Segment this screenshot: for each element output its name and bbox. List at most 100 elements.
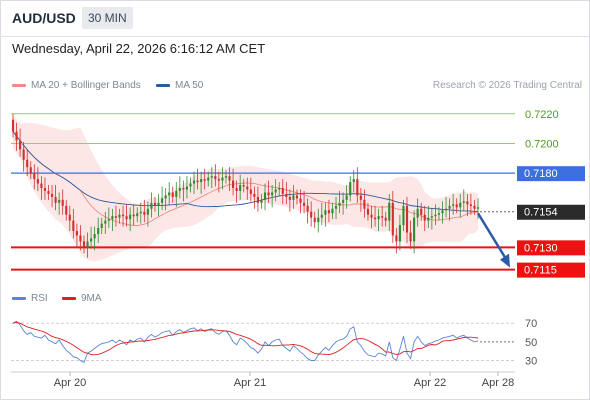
candle [75, 223, 78, 248]
candle-body [26, 159, 29, 168]
rsi-line [12, 320, 479, 364]
candle-body [210, 176, 213, 178]
candle [473, 199, 476, 215]
candle [437, 207, 441, 221]
candle [139, 202, 142, 224]
candle [310, 201, 313, 227]
candle [86, 232, 89, 258]
candle [381, 205, 384, 227]
candle-body [86, 241, 89, 248]
level-tag [517, 240, 585, 256]
candle [19, 128, 22, 157]
level-pivot: 0.7180 [11, 166, 585, 182]
candle [171, 186, 174, 203]
candle [388, 193, 391, 232]
candle [50, 185, 54, 208]
candle [249, 177, 252, 202]
candle-body [228, 176, 231, 181]
level-label: 0.7200 [525, 138, 559, 150]
candle [189, 177, 192, 193]
candle-body [200, 179, 203, 183]
candle [338, 190, 341, 214]
candle [58, 192, 61, 215]
candle-body [29, 167, 32, 174]
candle [420, 202, 423, 221]
candle-body [178, 188, 181, 191]
candle [214, 164, 217, 187]
ma50-swatch [156, 83, 170, 87]
candle-body [50, 193, 54, 197]
candle [232, 168, 235, 196]
candle-body [345, 195, 348, 200]
candle [313, 211, 316, 229]
candle-body [61, 199, 64, 206]
candle [196, 168, 199, 190]
candle [26, 149, 29, 177]
candle [263, 183, 267, 211]
candle [65, 199, 68, 221]
candle-body [476, 207, 480, 209]
candle-body [338, 202, 341, 206]
candle [256, 186, 259, 212]
candle [125, 204, 128, 227]
candle-body [462, 201, 465, 203]
candle-body [43, 188, 47, 191]
candle [267, 180, 270, 203]
candle-body [381, 216, 384, 218]
candle-body [157, 202, 160, 206]
legend-rsi-label: RSI [31, 293, 48, 304]
candle [178, 176, 181, 199]
candle-body [448, 205, 451, 209]
candle-body [90, 238, 93, 242]
x-tick-label: Apr 28 [482, 377, 514, 389]
candle-body [107, 219, 110, 221]
timeframe-badge[interactable]: 30 MIN [82, 7, 133, 29]
candle [224, 170, 228, 184]
candle-body [203, 179, 206, 181]
candle-body [263, 192, 267, 200]
candle-body [384, 217, 387, 221]
candle [359, 188, 362, 212]
candle-body [295, 195, 299, 199]
legend-9ma: 9MA [62, 293, 102, 304]
candle-body [395, 235, 398, 242]
candle-body [97, 228, 100, 234]
candle-body [469, 204, 472, 206]
candle-body [430, 216, 433, 218]
candle [413, 210, 416, 254]
candle-body [377, 216, 380, 220]
candle [405, 196, 409, 243]
candle-body [281, 188, 284, 194]
candle [373, 205, 377, 227]
candle [370, 205, 373, 229]
candle [182, 180, 185, 202]
candle-body [19, 140, 22, 150]
candle-body [334, 205, 338, 209]
candle [33, 164, 36, 190]
candle [409, 220, 412, 249]
bollinger-band [13, 114, 478, 262]
candle-body [274, 189, 277, 193]
candle-body [132, 214, 135, 217]
candle-body [356, 179, 359, 196]
candle [274, 179, 277, 202]
candle [22, 142, 25, 172]
ma9-swatch [62, 296, 76, 300]
candle-body [68, 214, 71, 221]
candle-body [324, 210, 327, 215]
candle-body [327, 210, 330, 214]
candle-body [75, 231, 78, 236]
candle [136, 207, 139, 223]
candle-body [175, 190, 178, 197]
candle-body [455, 204, 458, 208]
candle-body [434, 214, 437, 217]
candle-body [11, 119, 15, 132]
candle [253, 186, 256, 209]
candle-body [182, 188, 185, 190]
candle-body [359, 195, 362, 200]
candle-body [136, 213, 139, 217]
rsi-ma-line [12, 321, 479, 356]
candle [168, 182, 171, 205]
candle [185, 176, 188, 199]
level-label: 0.7115 [524, 265, 557, 277]
